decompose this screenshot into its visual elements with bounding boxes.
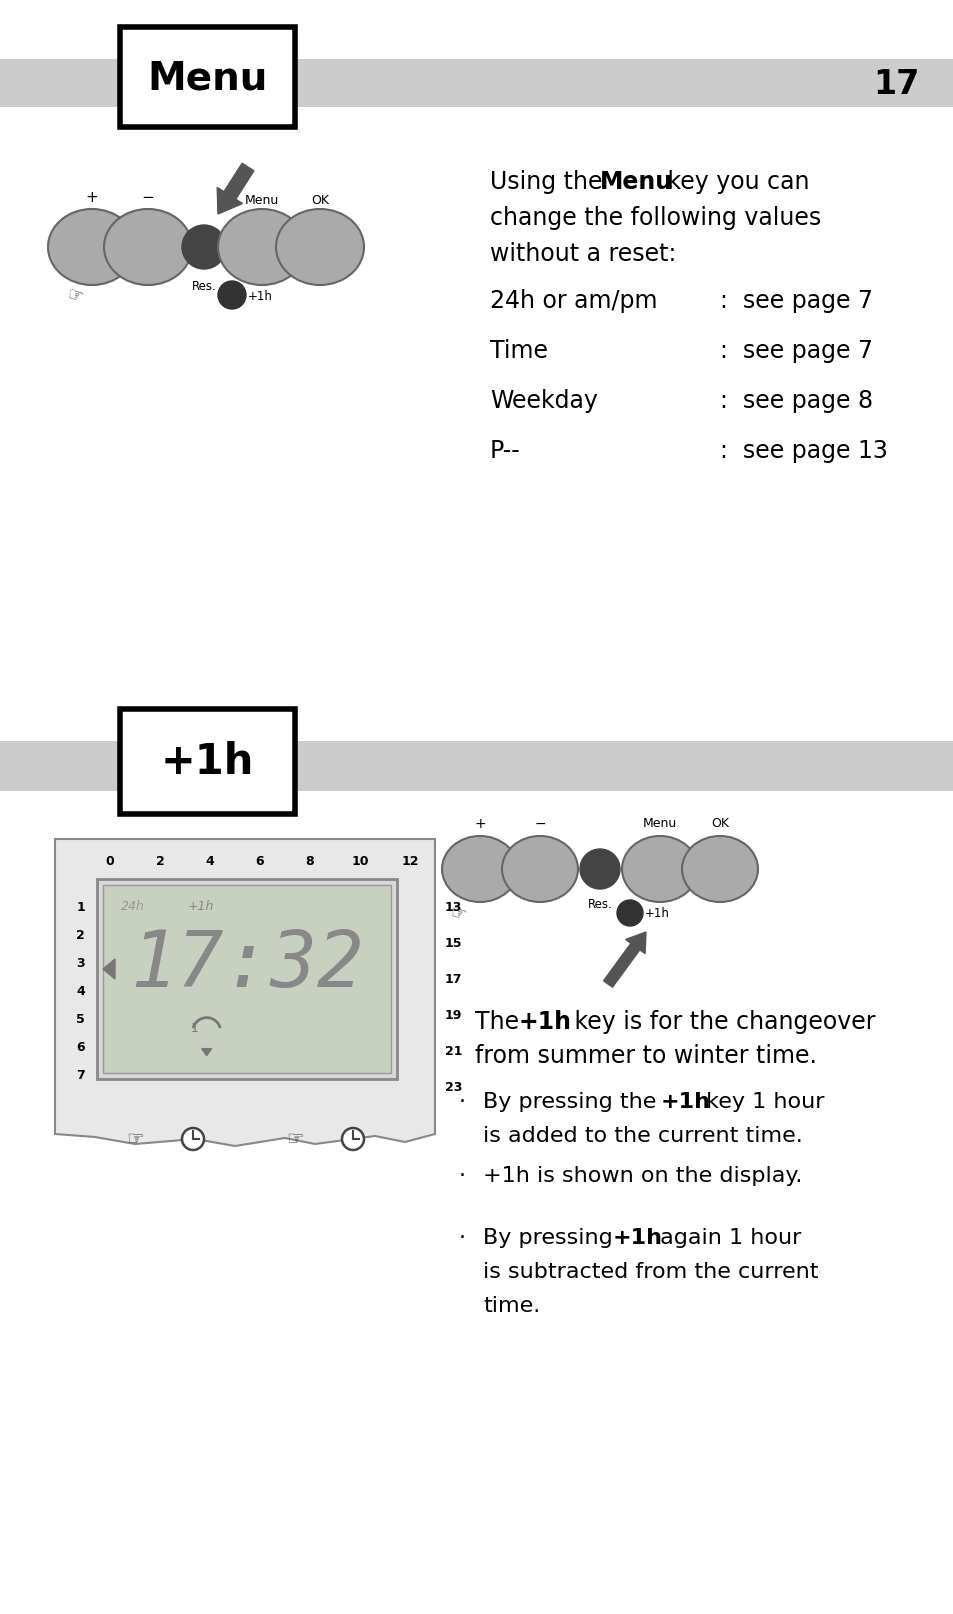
Text: Weekday: Weekday (490, 389, 598, 413)
Ellipse shape (621, 836, 698, 902)
Text: 4: 4 (76, 985, 85, 997)
Text: Res.: Res. (192, 279, 216, 292)
Text: By pressing the: By pressing the (482, 1091, 662, 1110)
Text: +1h is shown on the display.: +1h is shown on the display. (482, 1165, 801, 1186)
Circle shape (617, 901, 642, 926)
Circle shape (579, 849, 619, 889)
Bar (120, 27, 294, 128)
Text: 13: 13 (444, 901, 462, 914)
Text: Menu: Menu (245, 194, 279, 207)
Ellipse shape (218, 210, 306, 286)
Text: 21: 21 (444, 1044, 462, 1057)
Text: from summer to winter time.: from summer to winter time. (475, 1043, 816, 1067)
Text: 7: 7 (76, 1068, 85, 1081)
Text: +: + (86, 190, 98, 205)
Text: By pressing: By pressing (482, 1227, 619, 1248)
Text: ·: · (458, 1091, 465, 1110)
Text: 4: 4 (206, 855, 214, 868)
Ellipse shape (48, 210, 136, 286)
Text: is added to the current time.: is added to the current time. (482, 1125, 801, 1144)
Bar (0, 60, 953, 108)
Text: key is for the changeover: key is for the changeover (566, 1009, 875, 1033)
Text: 1: 1 (76, 901, 85, 914)
Circle shape (182, 1128, 204, 1151)
Ellipse shape (441, 836, 517, 902)
Circle shape (341, 1128, 364, 1151)
FancyArrow shape (217, 165, 253, 215)
Text: 17: 17 (873, 68, 919, 100)
Text: +: + (474, 817, 485, 831)
Text: Menu: Menu (147, 60, 268, 97)
Text: +1h: +1h (188, 899, 214, 912)
Text: :  see page 8: : see page 8 (720, 389, 872, 413)
Text: 17:32: 17:32 (130, 926, 363, 1002)
Text: Menu: Menu (599, 169, 673, 194)
Bar (103, 886, 391, 1073)
Polygon shape (55, 839, 435, 1146)
Text: OK: OK (311, 194, 329, 207)
Text: +1h: +1h (518, 1009, 572, 1033)
Text: 3: 3 (76, 957, 85, 970)
Text: ·: · (458, 1165, 465, 1186)
Text: change the following values: change the following values (490, 207, 821, 229)
Text: 2: 2 (155, 855, 164, 868)
Text: without a reset:: without a reset: (490, 242, 676, 266)
Text: P--: P-- (490, 439, 520, 463)
Text: 24h or am/pm: 24h or am/pm (490, 289, 657, 313)
Text: 23: 23 (444, 1081, 462, 1094)
Polygon shape (201, 1049, 212, 1056)
Bar (120, 710, 294, 815)
Text: ☞: ☞ (447, 902, 468, 925)
Text: 12: 12 (401, 855, 418, 868)
Text: −: − (141, 190, 154, 205)
Text: 8: 8 (305, 855, 314, 868)
Text: +1h: +1h (660, 1091, 710, 1110)
Circle shape (218, 282, 246, 310)
Text: 15: 15 (444, 936, 462, 951)
Bar (97, 880, 396, 1080)
Text: again 1 hour: again 1 hour (652, 1227, 801, 1248)
Text: +1h: +1h (613, 1227, 662, 1248)
Text: 6: 6 (255, 855, 264, 868)
Text: 24h: 24h (121, 899, 145, 912)
Text: time.: time. (482, 1294, 539, 1315)
Text: −: − (534, 817, 545, 831)
Circle shape (182, 226, 226, 270)
Text: 17: 17 (444, 973, 462, 986)
Text: 0: 0 (106, 855, 114, 868)
Text: key 1 hour: key 1 hour (699, 1091, 823, 1110)
Text: 5: 5 (76, 1014, 85, 1027)
Text: ☞: ☞ (65, 286, 85, 307)
Ellipse shape (501, 836, 578, 902)
Text: :  see page 7: : see page 7 (720, 339, 872, 363)
Text: Using the: Using the (490, 169, 609, 194)
Text: +1h: +1h (644, 907, 669, 920)
Polygon shape (103, 959, 115, 980)
Text: :  see page 7: : see page 7 (720, 289, 872, 313)
Text: The: The (475, 1009, 526, 1033)
Text: is subtracted from the current: is subtracted from the current (482, 1261, 818, 1282)
Text: key you can: key you can (659, 169, 809, 194)
Text: ☞: ☞ (126, 1130, 144, 1149)
Ellipse shape (681, 836, 758, 902)
FancyArrow shape (603, 933, 645, 988)
Ellipse shape (104, 210, 192, 286)
Text: :  see page 13: : see page 13 (720, 439, 887, 463)
Text: OK: OK (710, 817, 728, 830)
Text: 10: 10 (351, 855, 369, 868)
Text: 1: 1 (191, 1022, 198, 1035)
Text: 2: 2 (76, 930, 85, 943)
Text: +1h: +1h (248, 289, 273, 302)
Text: Res.: Res. (587, 897, 612, 910)
Text: +1h: +1h (161, 741, 253, 783)
Text: 6: 6 (76, 1041, 85, 1054)
Text: Time: Time (490, 339, 547, 363)
Text: 19: 19 (444, 1009, 462, 1022)
Text: Menu: Menu (642, 817, 677, 830)
Text: ☞: ☞ (286, 1130, 303, 1149)
Text: ·: · (458, 1227, 465, 1248)
Ellipse shape (275, 210, 364, 286)
Bar (0, 741, 953, 791)
